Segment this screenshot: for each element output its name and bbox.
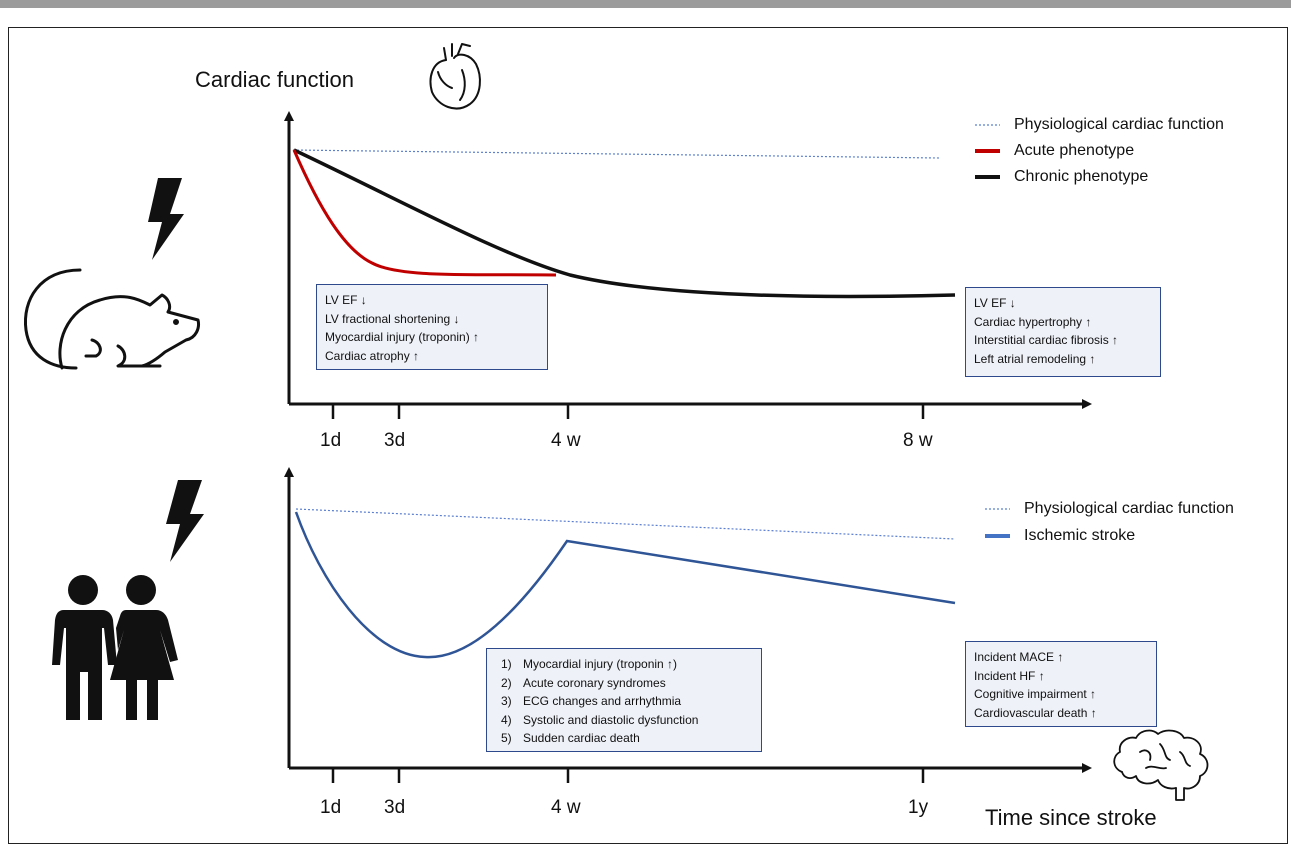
heart-icon xyxy=(429,43,481,110)
top-physiological-line xyxy=(292,149,941,159)
chronic-finding: LV EF ↓ xyxy=(974,296,1016,310)
mouse-icon xyxy=(23,268,200,370)
chronic-stroke-finding: Incident MACE ↑ xyxy=(974,650,1064,664)
bottom-tick-label-1y: 1y xyxy=(908,797,929,818)
chronic-stroke-finding: Cognitive impairment ↑ xyxy=(974,687,1097,701)
chronic-finding: Left atrial remodeling ↑ xyxy=(974,351,1096,366)
list-number: 2) xyxy=(501,675,512,690)
acute-finding: Myocardial injury (troponin) ↑ xyxy=(325,330,480,344)
list-number: 5) xyxy=(501,731,512,745)
list-text: Acute coronary syndromes xyxy=(523,675,666,690)
list-text: Systolic and diastolic dysfunction xyxy=(523,712,699,727)
lightning-bolt-icon xyxy=(166,480,204,562)
list-text: Sudden cardiac death xyxy=(523,731,640,745)
list-item: 1) Myocardial injury (troponin ↑) xyxy=(501,655,753,674)
x-axis-title: Time since stroke xyxy=(985,805,1157,830)
top-chronic-curve xyxy=(293,148,956,299)
legend-physiological-label-bottom: Physiological cardiac function xyxy=(1024,500,1234,517)
brain-icon xyxy=(1113,729,1209,801)
acute-finding: Cardiac atrophy ↑ xyxy=(325,348,420,363)
legend-physiological-label-top: Physiological cardiac function xyxy=(1014,116,1224,133)
y-axis-title: Cardiac function xyxy=(195,67,354,92)
legend-ischemic-label: Ischemic stroke xyxy=(1024,527,1136,544)
top-acute-curve xyxy=(292,149,557,277)
ischemic-stroke-curve xyxy=(294,511,956,659)
acute-finding: LV EF ↓ xyxy=(325,293,367,307)
chronic-stroke-finding: Incident HF ↑ xyxy=(974,668,1045,683)
acute-finding: LV fractional shortening ↓ xyxy=(325,311,460,326)
list-number: 1) xyxy=(501,657,512,671)
acute-stroke-effects-box: 1) Myocardial injury (troponin ↑) 2) Acute… xyxy=(486,648,762,752)
list-item: 3) ECG changes and arrhythmia xyxy=(501,692,753,711)
list-item: 5) Sudden cardiac death xyxy=(501,729,753,748)
top-tick-label-1d: 1d xyxy=(320,430,342,451)
top-border-bar xyxy=(0,0,1291,8)
bottom-tick-label-1d: 1d xyxy=(320,797,342,818)
lightning-bolt-icon xyxy=(148,178,184,260)
legend-chronic-label: Chronic phenotype xyxy=(1014,168,1149,185)
list-text: ECG changes and arrhythmia xyxy=(523,694,682,708)
people-icon xyxy=(52,575,178,720)
top-tick-label-4w: 4 w xyxy=(551,430,581,451)
list-number: 4) xyxy=(501,712,512,727)
bottom-tick-label-3d: 3d xyxy=(384,797,406,818)
top-tick-label-8w: 8 w xyxy=(903,430,933,451)
chronic-phenotype-box: LV EF ↓ Cardiac hypertrophy ↑ Interstiti… xyxy=(965,287,1161,377)
chronic-finding: Cardiac hypertrophy ↑ xyxy=(974,314,1092,329)
list-text: Myocardial injury (troponin ↑) xyxy=(523,657,678,671)
list-number: 3) xyxy=(501,694,512,708)
list-item: 4) Systolic and diastolic dysfunction xyxy=(501,711,753,730)
legend-acute-label: Acute phenotype xyxy=(1014,142,1135,159)
bottom-physiological-line xyxy=(295,508,956,540)
list-item: 2) Acute coronary syndromes xyxy=(501,674,753,693)
figure-frame xyxy=(8,27,1288,844)
top-tick-label-3d: 3d xyxy=(384,430,406,451)
chronic-finding: Interstitial cardiac fibrosis ↑ xyxy=(974,333,1119,347)
chronic-stroke-effects-box: Incident MACE ↑ Incident HF ↑ Cognitive … xyxy=(965,641,1157,727)
acute-phenotype-box: LV EF ↓ LV fractional shortening ↓ Myoca… xyxy=(316,284,548,370)
chronic-stroke-finding: Cardiovascular death ↑ xyxy=(974,705,1097,720)
bottom-tick-label-4w: 4 w xyxy=(551,797,581,818)
